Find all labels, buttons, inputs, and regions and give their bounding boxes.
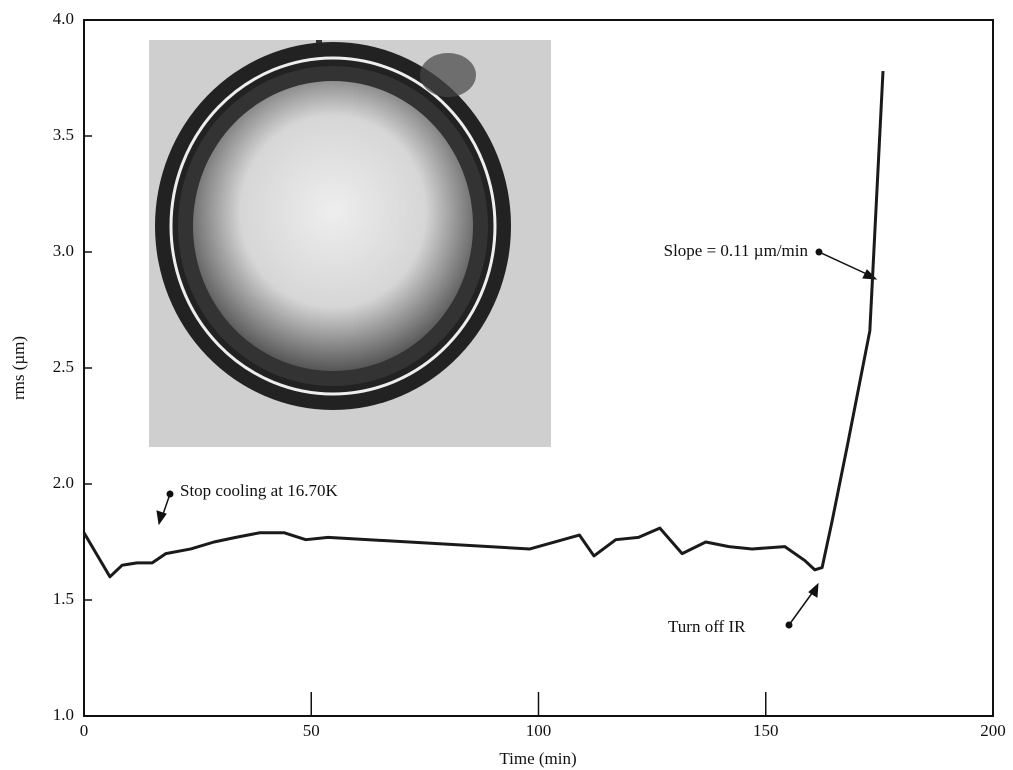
- y-tick-label: 1.0: [53, 705, 74, 724]
- x-tick-label: 100: [526, 721, 552, 740]
- inset-photo: [149, 40, 551, 447]
- y-axis-label: rms (µm): [9, 336, 28, 400]
- annotation: Slope = 0.11 µm/min: [664, 241, 809, 260]
- y-tick-label: 2.0: [53, 473, 74, 492]
- y-tick-label: 3.5: [53, 125, 74, 144]
- x-axis-label: Time (min): [499, 749, 576, 768]
- x-tick-label: 0: [80, 721, 89, 740]
- annotation: Stop cooling at 16.70K: [180, 481, 338, 500]
- x-tick-label: 50: [303, 721, 320, 740]
- annotation: Turn off IR: [668, 617, 746, 636]
- y-tick-label: 1.5: [53, 589, 74, 608]
- y-tick-label: 2.5: [53, 357, 74, 376]
- y-tick-label: 3.0: [53, 241, 74, 260]
- data-line: [82, 70, 885, 579]
- x-tick-label: 200: [980, 721, 1006, 740]
- x-tick-label: 150: [753, 721, 779, 740]
- y-tick-label: 4.0: [53, 9, 74, 28]
